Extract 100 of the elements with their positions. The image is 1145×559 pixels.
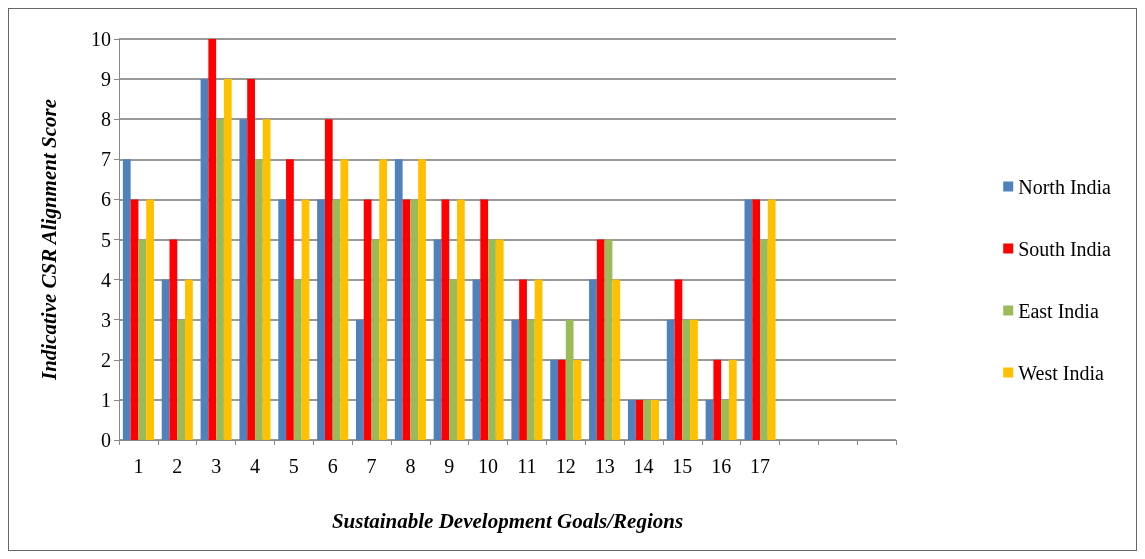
legend-label: South India (1018, 237, 1112, 260)
bar (239, 119, 248, 440)
bar (534, 279, 543, 440)
bar (690, 319, 698, 440)
x-tick-label: 13 (594, 455, 615, 477)
bar (550, 359, 559, 440)
bar (402, 199, 411, 440)
bar (161, 279, 170, 440)
bar (488, 239, 496, 440)
x-tick-label: 4 (249, 455, 260, 477)
bar (301, 199, 310, 440)
y-axis-title: Indicative CSR Alignment Score (36, 99, 61, 381)
bar (457, 199, 465, 440)
bar (558, 359, 566, 440)
bar (526, 319, 535, 440)
x-tick-label: 14 (633, 455, 654, 477)
x-tick-label: 12 (555, 455, 576, 477)
bar (705, 399, 714, 440)
bar (247, 79, 255, 440)
bar (767, 199, 776, 440)
bar (363, 199, 372, 440)
bar (355, 319, 364, 440)
bar (596, 239, 605, 440)
bar (169, 239, 178, 440)
bar (278, 199, 287, 440)
bar (449, 279, 457, 440)
y-tick-label: 4 (101, 268, 111, 291)
bar (666, 319, 675, 440)
legend-label: East India (1018, 299, 1099, 322)
y-tick-label: 1 (101, 388, 111, 411)
bar (651, 399, 660, 440)
legend-label: North India (1018, 175, 1112, 198)
bar (721, 399, 729, 440)
bar (674, 279, 683, 440)
bar (728, 359, 737, 440)
x-tick-label: 15 (672, 455, 693, 477)
y-tick-label: 9 (101, 68, 111, 91)
bar (208, 39, 217, 440)
x-tick-label: 5 (288, 455, 299, 477)
bar (760, 239, 768, 440)
bar (317, 199, 325, 440)
y-tick-label: 3 (101, 308, 111, 331)
bar (293, 279, 302, 440)
bar (177, 319, 186, 440)
bar (472, 279, 481, 440)
y-tick-label: 6 (101, 188, 111, 211)
bar (744, 199, 753, 440)
y-tick-label: 0 (101, 429, 111, 451)
x-tick-label: 11 (517, 455, 537, 477)
bar (573, 359, 582, 440)
bar (511, 319, 520, 440)
bar (286, 159, 294, 440)
x-axis-title: Sustainable Development Goals/Regions (331, 508, 684, 533)
bar (324, 119, 333, 440)
y-tick-label: 7 (101, 148, 111, 171)
x-tick-label: 16 (711, 455, 732, 477)
bar (635, 399, 644, 440)
bar (519, 279, 527, 440)
bar (122, 159, 131, 440)
x-tick-label: 8 (405, 455, 416, 477)
bar (410, 199, 419, 440)
x-tick-label: 2 (172, 455, 183, 477)
y-tick-label: 2 (101, 348, 111, 371)
bar (565, 319, 574, 440)
bar (418, 159, 426, 440)
x-tick-label: 7 (366, 455, 377, 477)
legend-label: West India (1018, 361, 1104, 384)
y-tick-label: 5 (101, 228, 111, 251)
bar (216, 119, 224, 440)
x-tick-label: 9 (444, 455, 455, 477)
y-tick-label: 10 (91, 28, 111, 50)
bar (185, 279, 193, 440)
x-tick-label: 1 (133, 455, 144, 477)
y-tick-label: 8 (101, 108, 111, 131)
bar (480, 199, 489, 440)
x-tick-label: 3 (211, 455, 222, 477)
bar (495, 239, 504, 440)
bar (332, 199, 341, 440)
bar (752, 199, 761, 440)
bar (200, 79, 209, 440)
bar (612, 279, 621, 440)
bar (589, 279, 597, 440)
bar (713, 359, 722, 440)
bar (627, 399, 636, 440)
bar (223, 79, 232, 440)
x-tick-label: 6 (327, 455, 338, 477)
bar (604, 239, 613, 440)
bar (643, 399, 652, 440)
x-tick-label: 17 (750, 455, 771, 477)
bar (433, 239, 442, 440)
bar (262, 119, 271, 440)
bar (441, 199, 450, 440)
bar (130, 199, 139, 440)
bar (394, 159, 403, 440)
bar (379, 159, 388, 440)
bar (254, 159, 263, 440)
bar (146, 199, 154, 440)
bar (682, 319, 691, 440)
bar (138, 239, 147, 440)
x-tick-label: 10 (478, 455, 499, 477)
